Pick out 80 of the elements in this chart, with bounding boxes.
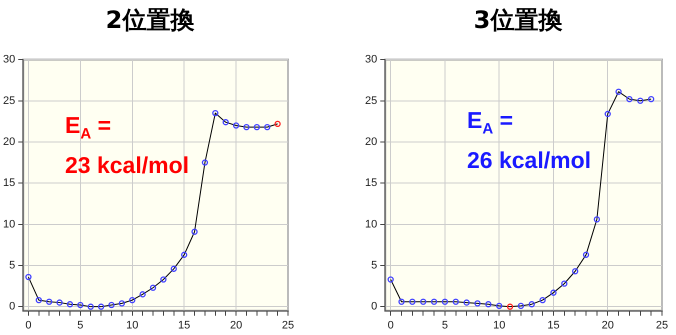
y-tick-label: 10 [364, 218, 378, 230]
x-tick-label: 25 [656, 319, 668, 332]
x-tick-label: 5 [442, 319, 448, 332]
point [25, 274, 32, 280]
point [550, 290, 557, 296]
point [474, 300, 481, 307]
point [506, 304, 514, 310]
point [561, 280, 568, 287]
y-tick-label: 30 [2, 54, 16, 66]
point [98, 304, 104, 310]
x-tick-label: 20 [230, 319, 242, 332]
point [222, 119, 229, 126]
point [430, 298, 438, 305]
y-tick-label: 30 [364, 54, 378, 66]
point [46, 298, 52, 305]
point [409, 298, 416, 305]
x-tick-label: 0 [25, 319, 32, 332]
point [160, 276, 167, 283]
y-tick-label: 10 [2, 218, 16, 230]
point [129, 296, 136, 304]
point [388, 276, 394, 283]
point [594, 216, 600, 223]
y-tick-label: 20 [364, 136, 378, 148]
y-tick-label: 25 [364, 94, 378, 107]
point [463, 299, 470, 306]
point [452, 298, 459, 305]
chart-title: 3位置換 [472, 5, 564, 36]
annotation: E$_{A}$ = 26 kcal/mol [467, 106, 592, 175]
point [626, 96, 633, 102]
point [243, 124, 250, 130]
x-tick-label: 25 [282, 319, 294, 332]
point [582, 252, 590, 258]
point [170, 266, 177, 272]
point [36, 296, 42, 304]
point [254, 124, 260, 130]
point [212, 110, 218, 116]
point [496, 302, 502, 310]
point [637, 98, 644, 104]
point [604, 110, 611, 118]
y-tick-label: 5 [9, 260, 16, 272]
y-tick-label: 0 [9, 300, 16, 313]
point [398, 298, 405, 305]
x-tick-label: 0 [388, 319, 394, 332]
x-tick-label: 20 [602, 319, 614, 332]
x-tick-label: 10 [493, 319, 506, 332]
point [181, 252, 188, 258]
point [118, 300, 126, 307]
x-tick-label: 15 [178, 319, 190, 332]
point [485, 301, 492, 308]
y-tick-label: 5 [371, 260, 378, 272]
point [442, 298, 448, 305]
point [108, 302, 115, 308]
y-tick-label: 15 [2, 177, 16, 190]
x-tick-label: 5 [77, 319, 84, 332]
y-tick-label: 20 [2, 136, 16, 148]
x-tick-label: 10 [126, 319, 138, 332]
point [420, 298, 426, 305]
point [56, 299, 63, 306]
y-tick-label: 15 [364, 177, 378, 190]
point [572, 268, 578, 274]
point [539, 296, 546, 304]
point [150, 284, 156, 291]
point [202, 159, 208, 166]
y-tick-label: 0 [371, 300, 378, 313]
point [88, 304, 94, 310]
point [528, 301, 535, 308]
point [648, 96, 654, 102]
point [518, 302, 524, 310]
point [77, 302, 84, 308]
point [191, 228, 198, 235]
point [139, 291, 146, 298]
point [274, 120, 281, 127]
x-tick-label: 15 [547, 319, 560, 332]
chart-title: 2位置換 [104, 5, 196, 36]
point [615, 88, 622, 95]
y-tick-label: 25 [2, 94, 16, 107]
point [66, 301, 74, 308]
point [264, 124, 270, 130]
annotation: E$_{A}$ = 23 kcal/mol [65, 111, 190, 180]
point [232, 122, 240, 129]
